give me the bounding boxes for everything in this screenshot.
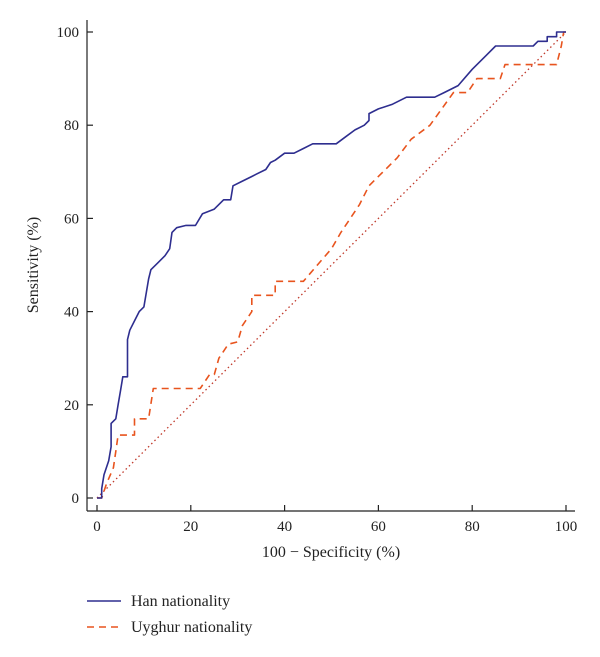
x-tick-label: 40 (277, 519, 292, 535)
y-ticks: 0 20 40 60 80 100 (57, 25, 93, 507)
legend: Han nationality Uyghur nationality (87, 593, 252, 636)
y-tick-label: 0 (72, 491, 80, 507)
y-tick-label: 40 (64, 305, 79, 321)
series-line-han (97, 31, 566, 499)
y-tick-label: 60 (64, 211, 79, 227)
reference-diagonal-line (96, 31, 567, 499)
y-tick-label: 80 (64, 118, 79, 134)
series-line-uyghur (97, 31, 566, 499)
x-tick-label: 20 (183, 519, 198, 535)
x-ticks: 0 20 40 60 80 100 (93, 505, 577, 535)
legend-label-uyghur: Uyghur nationality (131, 619, 252, 636)
legend-label-han: Han nationality (131, 593, 230, 610)
x-tick-label: 80 (465, 519, 480, 535)
y-tick-label: 100 (57, 25, 80, 41)
y-tick-label: 20 (64, 398, 79, 414)
series-layer (96, 31, 567, 499)
plot-frame (86, 20, 575, 512)
x-tick-label: 60 (371, 519, 386, 535)
x-axis-title: 100 − Specificity (%) (262, 544, 400, 561)
x-tick-label: 100 (555, 519, 578, 535)
x-tick-label: 0 (93, 519, 101, 535)
y-axis-title: Sensitivity (%) (25, 217, 42, 313)
